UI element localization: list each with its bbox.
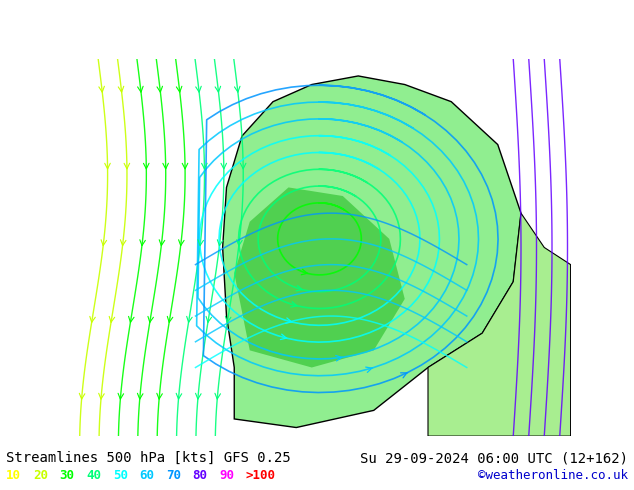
Text: 80: 80 bbox=[193, 469, 208, 482]
Text: 40: 40 bbox=[86, 469, 101, 482]
Polygon shape bbox=[234, 187, 404, 368]
Text: 70: 70 bbox=[166, 469, 181, 482]
Polygon shape bbox=[223, 76, 521, 427]
Text: Su 29-09-2024 06:00 UTC (12+162): Su 29-09-2024 06:00 UTC (12+162) bbox=[359, 451, 628, 465]
Text: ©weatheronline.co.uk: ©weatheronline.co.uk bbox=[477, 469, 628, 482]
Text: 50: 50 bbox=[113, 469, 128, 482]
Text: 10: 10 bbox=[6, 469, 22, 482]
Text: Streamlines 500 hPa [kts] GFS 0.25: Streamlines 500 hPa [kts] GFS 0.25 bbox=[6, 451, 291, 465]
Text: 20: 20 bbox=[33, 469, 48, 482]
Text: >100: >100 bbox=[246, 469, 276, 482]
Text: 60: 60 bbox=[139, 469, 155, 482]
Text: 30: 30 bbox=[60, 469, 75, 482]
Text: 90: 90 bbox=[219, 469, 235, 482]
Polygon shape bbox=[428, 213, 571, 436]
